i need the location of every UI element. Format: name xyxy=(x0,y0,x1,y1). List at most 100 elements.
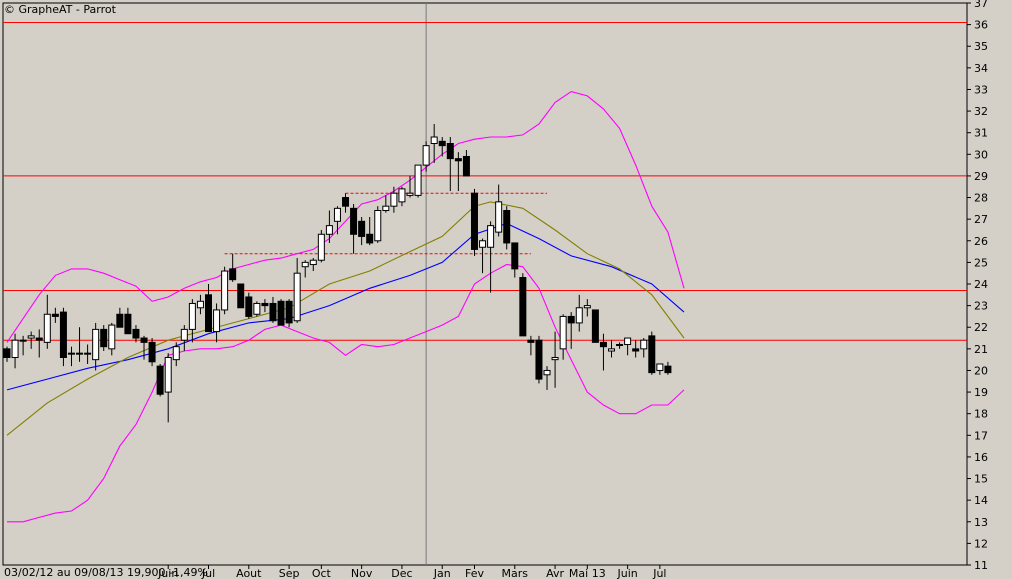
candle-body-down xyxy=(237,283,245,309)
x-tick-label: Juin xyxy=(616,567,637,579)
candle xyxy=(470,188,478,256)
candle-body-up xyxy=(624,337,632,346)
candle xyxy=(342,193,350,213)
candle xyxy=(19,335,27,356)
candle xyxy=(51,307,59,323)
candle xyxy=(213,303,221,343)
candle-body-down xyxy=(350,207,358,235)
candle xyxy=(446,137,454,192)
x-tick-label: Aout xyxy=(236,567,262,579)
plot-area xyxy=(2,2,968,566)
candle-body-down xyxy=(535,339,543,380)
candle xyxy=(148,338,156,367)
candle xyxy=(487,221,495,293)
y-tick-label: 28 xyxy=(974,192,988,205)
candle xyxy=(309,258,317,272)
candle-body-up xyxy=(19,339,27,342)
candle xyxy=(43,294,51,349)
x-tick-label: Avr xyxy=(546,567,564,579)
candle-body-down xyxy=(366,233,374,244)
candle xyxy=(100,325,108,352)
candle-body-down xyxy=(446,143,454,160)
candle xyxy=(430,124,438,163)
candle-body-up xyxy=(406,192,414,196)
y-tick-label: 19 xyxy=(974,386,988,399)
candle xyxy=(624,337,632,356)
candle-body-down xyxy=(470,192,478,250)
candle-body-down xyxy=(462,155,470,177)
candle-body-up xyxy=(84,352,92,355)
candle-body-up xyxy=(172,346,180,361)
candle-body-down xyxy=(124,313,132,335)
candle-body-up xyxy=(616,344,624,347)
candle xyxy=(414,164,422,198)
candle xyxy=(382,195,390,213)
candle-body-up xyxy=(390,192,398,207)
y-tick-label: 37 xyxy=(974,0,988,10)
candle-body-down xyxy=(511,242,519,270)
candle xyxy=(583,299,591,317)
x-tick-label: Fev xyxy=(465,567,484,579)
candle-body-up xyxy=(382,205,390,212)
candle-body-down xyxy=(503,210,511,244)
candle-body-up xyxy=(374,210,382,242)
candle-body-up xyxy=(430,136,438,144)
candle-body-down xyxy=(527,339,535,343)
candle xyxy=(366,216,374,246)
y-tick-label: 14 xyxy=(974,494,988,507)
x-axis: Juin Jul Aout Sep Oct Nov Dec Jan Fev Mars Avr Mai … xyxy=(157,565,667,579)
candle-body-down xyxy=(648,335,656,374)
candle xyxy=(27,331,35,349)
candle-body-up xyxy=(398,188,406,203)
candle-body-down xyxy=(205,294,212,333)
candle-body-down xyxy=(664,365,672,374)
y-tick-label: 33 xyxy=(974,83,988,96)
candle-body-up xyxy=(180,328,188,341)
candle-body-down xyxy=(140,337,148,343)
candle xyxy=(438,137,446,157)
candle-body-up xyxy=(309,259,317,266)
candle xyxy=(511,242,519,278)
candle-body-up xyxy=(253,302,261,315)
y-tick-label: 35 xyxy=(974,40,988,53)
candle xyxy=(205,284,212,333)
y-tick-label: 13 xyxy=(974,516,988,529)
candle xyxy=(495,184,503,237)
y-axis: 11 12 13 14 15 16 17 18 19 20 21 22 23 24 25 26 27 28 29 30… xyxy=(967,0,988,572)
x-tick-label: Oct xyxy=(312,567,332,579)
candle xyxy=(632,340,640,358)
candle xyxy=(535,335,543,384)
candle-body-up xyxy=(583,305,591,309)
candle-body-up xyxy=(11,339,19,358)
candle-body-down xyxy=(156,365,164,395)
candle-body-up xyxy=(559,315,567,350)
y-tick-label: 29 xyxy=(974,170,988,183)
x-tick-label: Jul xyxy=(201,567,215,579)
candle-body-up xyxy=(27,335,35,339)
y-tick-label: 15 xyxy=(974,473,988,486)
candle-body-down xyxy=(285,300,293,324)
candle xyxy=(229,253,237,282)
x-tick-label: Jan xyxy=(433,567,451,579)
candle-body-up xyxy=(76,352,84,355)
candle xyxy=(406,175,414,198)
candle-body-up xyxy=(479,240,487,248)
candle xyxy=(124,307,132,335)
plot-layer xyxy=(2,2,968,566)
y-tick-label: 17 xyxy=(974,429,988,442)
candle xyxy=(479,238,487,274)
x-tick-label: Mars xyxy=(502,567,529,579)
candle xyxy=(567,312,575,349)
candle xyxy=(358,216,366,246)
candle-body-up xyxy=(293,272,301,322)
y-tick-label: 31 xyxy=(974,127,988,140)
candle-body-down xyxy=(342,197,350,207)
y-tick-label: 16 xyxy=(974,451,988,464)
candle-body-up xyxy=(92,328,100,361)
candle xyxy=(164,353,172,423)
candle-body-up xyxy=(640,339,648,350)
candle xyxy=(67,346,75,367)
candle xyxy=(116,307,124,328)
y-tick-label: 20 xyxy=(974,364,988,377)
candle-body-up xyxy=(414,164,422,196)
